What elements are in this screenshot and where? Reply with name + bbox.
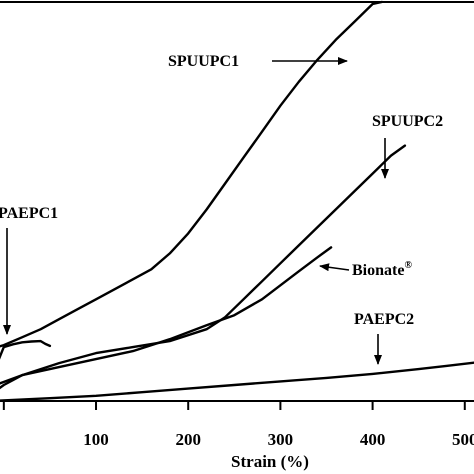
series-line-spuupc1 bbox=[0, 0, 383, 348]
x-tick-label: 300 bbox=[268, 430, 294, 449]
registered-mark: ® bbox=[404, 260, 412, 271]
x-tick-label: 100 bbox=[83, 430, 109, 449]
x-tick-label: 500 bbox=[452, 430, 474, 449]
series-line-paepc2 bbox=[0, 361, 474, 402]
series-line-spuupc2 bbox=[0, 144, 407, 385]
x-axis-title: Strain (%) bbox=[231, 452, 309, 471]
series-line-bionate bbox=[0, 246, 333, 390]
series-line-paepc1 bbox=[0, 339, 52, 360]
series-annotations: SPUUPC1 SPUUPC2 Bionate® PAEPC2 PAEPC1 bbox=[0, 53, 443, 365]
x-tick-label: 400 bbox=[360, 430, 386, 449]
x-tick-label: 200 bbox=[175, 430, 201, 449]
x-axis-ticks: 100 200 300 400 500 bbox=[2, 401, 474, 449]
annotation-label: PAEPC2 bbox=[354, 311, 414, 328]
series-curves bbox=[0, 0, 474, 402]
annotation-arrow bbox=[319, 263, 350, 272]
annotation-label: Bionate® bbox=[352, 260, 412, 279]
annotation-label: PAEPC1 bbox=[0, 205, 58, 222]
annotation-label: SPUUPC2 bbox=[372, 113, 443, 130]
annotation-label: SPUUPC1 bbox=[168, 53, 239, 70]
plot-frame bbox=[0, 1, 474, 402]
